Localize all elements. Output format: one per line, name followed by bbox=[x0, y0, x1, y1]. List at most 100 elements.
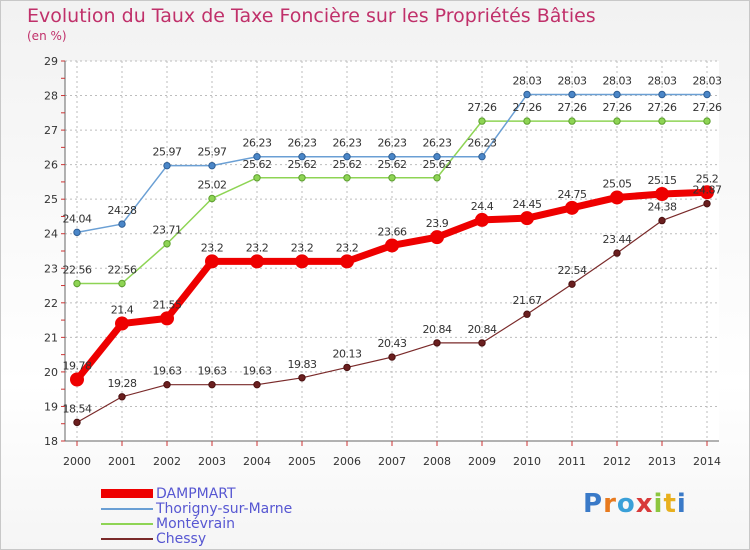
legend-swatch bbox=[101, 489, 153, 498]
x-tick-label: 2009 bbox=[468, 455, 496, 468]
data-point bbox=[163, 161, 171, 170]
data-point bbox=[118, 393, 126, 401]
data-label: 28.03 bbox=[693, 75, 722, 88]
data-point bbox=[703, 199, 711, 208]
data-label: 19.63 bbox=[198, 365, 227, 378]
data-label: 27.26 bbox=[603, 101, 632, 114]
data-label: 25.2 bbox=[696, 172, 719, 185]
data-point bbox=[253, 174, 261, 182]
legend-item: Chessy bbox=[101, 530, 292, 547]
data-label: 27.26 bbox=[693, 101, 722, 114]
data-point bbox=[613, 90, 621, 99]
data-point bbox=[568, 90, 576, 99]
data-label: 25.62 bbox=[423, 158, 452, 171]
data-label: 24.04 bbox=[63, 212, 92, 225]
data-point bbox=[613, 249, 621, 257]
data-point bbox=[253, 152, 261, 161]
x-tick-label: 2003 bbox=[198, 455, 226, 468]
data-label: 22.56 bbox=[63, 263, 92, 276]
data-point bbox=[115, 316, 129, 331]
data-label: 23.2 bbox=[246, 241, 269, 254]
data-point bbox=[253, 380, 261, 389]
data-label: 24.4 bbox=[471, 200, 494, 213]
legend-swatch bbox=[101, 507, 153, 510]
y-tick-label: 20 bbox=[44, 366, 58, 379]
logo-letter: i bbox=[676, 489, 687, 519]
y-tick-label: 29 bbox=[44, 55, 58, 68]
legend-item: Montévrain bbox=[101, 516, 292, 532]
proxiti-logo: Proxiti bbox=[583, 489, 687, 519]
x-tick-label: 2001 bbox=[108, 455, 136, 468]
data-label: 28.03 bbox=[603, 75, 632, 88]
legend-label: DAMPMART bbox=[156, 485, 236, 502]
x-tick-label: 2006 bbox=[333, 455, 361, 468]
data-point bbox=[73, 418, 81, 427]
data-label: 20.84 bbox=[423, 323, 452, 336]
x-tick-label: 2004 bbox=[243, 455, 271, 468]
data-point bbox=[295, 254, 309, 269]
data-label: 25.62 bbox=[288, 158, 317, 171]
data-label: 18.54 bbox=[63, 402, 92, 415]
data-label: 26.23 bbox=[468, 137, 497, 150]
data-label: 24.75 bbox=[558, 188, 587, 201]
y-tick-label: 26 bbox=[44, 159, 58, 172]
x-tick-label: 2013 bbox=[648, 455, 676, 468]
chart-title: Evolution du Taux de Taxe Foncière sur l… bbox=[27, 5, 596, 27]
data-label: 28.03 bbox=[513, 75, 542, 88]
data-point bbox=[73, 228, 81, 237]
data-point bbox=[163, 380, 171, 389]
data-label: 20.84 bbox=[468, 323, 497, 336]
data-label: 25.62 bbox=[378, 158, 407, 171]
data-label: 24.28 bbox=[108, 204, 137, 217]
logo-letter: x bbox=[635, 489, 654, 519]
data-label: 26.23 bbox=[288, 137, 317, 150]
data-label: 25.97 bbox=[198, 146, 227, 159]
data-point bbox=[433, 339, 441, 347]
data-point bbox=[658, 90, 666, 99]
data-point bbox=[298, 374, 306, 382]
x-tick-label: 2007 bbox=[378, 455, 406, 468]
data-label: 25.05 bbox=[603, 177, 632, 190]
data-label: 19.78 bbox=[63, 360, 92, 373]
data-point bbox=[655, 187, 669, 201]
data-point bbox=[70, 372, 84, 387]
data-label: 25.62 bbox=[333, 158, 362, 171]
logo-letter: P bbox=[583, 489, 604, 519]
data-point bbox=[388, 152, 396, 161]
data-point bbox=[613, 117, 621, 125]
data-label: 27.26 bbox=[513, 101, 542, 114]
data-label: 28.03 bbox=[648, 75, 677, 88]
y-tick-label: 27 bbox=[44, 124, 58, 137]
legend: DAMPMART Thorigny-sur-Marne Montévrain Ches… bbox=[101, 485, 293, 547]
data-point bbox=[523, 310, 531, 318]
data-point bbox=[523, 90, 531, 99]
data-label: 22.56 bbox=[108, 263, 137, 276]
x-tick-label: 2012 bbox=[603, 455, 631, 468]
data-point bbox=[703, 90, 711, 99]
y-tick-label: 22 bbox=[44, 297, 58, 310]
data-point bbox=[478, 339, 486, 347]
data-label: 23.2 bbox=[291, 241, 314, 254]
data-label: 21.67 bbox=[513, 294, 542, 307]
unit-label: (en %) bbox=[27, 29, 67, 43]
data-label: 23.71 bbox=[153, 224, 182, 237]
logo-letter: r bbox=[603, 489, 617, 519]
data-label: 23.9 bbox=[426, 217, 449, 230]
data-label: 23.2 bbox=[201, 241, 224, 254]
legend-label: Chessy bbox=[156, 530, 207, 547]
data-point bbox=[388, 353, 396, 361]
data-label: 27.26 bbox=[558, 101, 587, 114]
y-tick-label: 24 bbox=[44, 228, 58, 241]
legend-label: Thorigny-sur-Marne bbox=[156, 500, 293, 517]
data-label: 19.63 bbox=[153, 365, 182, 378]
x-tick-label: 2014 bbox=[693, 455, 721, 468]
data-label: 28.03 bbox=[558, 75, 587, 88]
data-point bbox=[118, 279, 126, 288]
data-point bbox=[388, 174, 396, 182]
data-label: 19.28 bbox=[108, 377, 137, 390]
data-label: 24.45 bbox=[513, 198, 542, 211]
data-point bbox=[433, 174, 441, 182]
data-label: 20.43 bbox=[378, 337, 407, 350]
data-label: 19.83 bbox=[288, 358, 317, 371]
